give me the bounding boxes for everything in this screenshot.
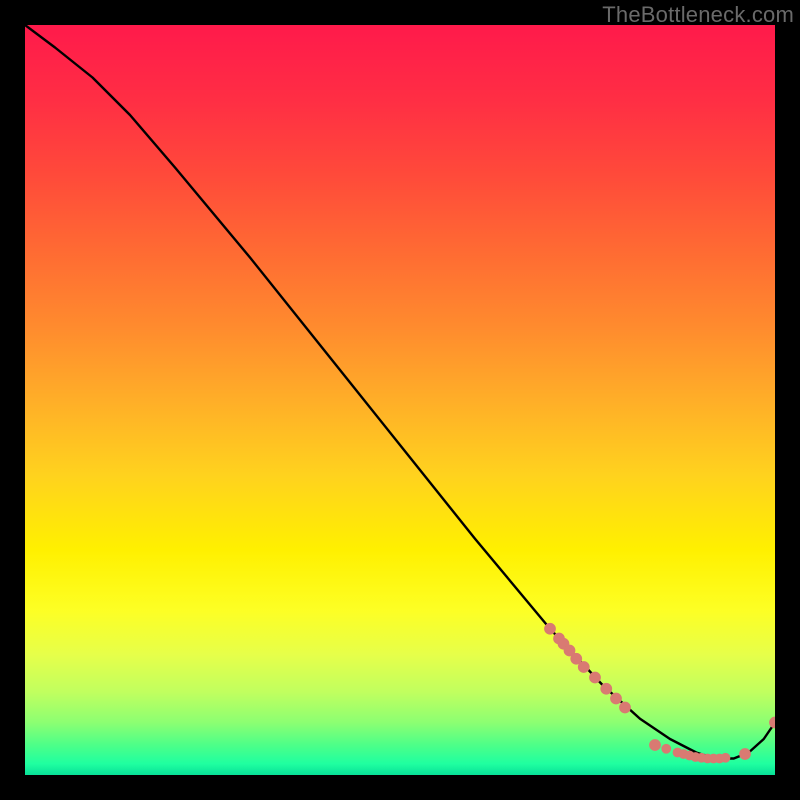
curve-marker: [578, 662, 589, 673]
curve-marker: [770, 717, 776, 728]
marker-layer: [545, 623, 776, 763]
curve-marker: [721, 753, 730, 762]
curve-marker: [590, 672, 601, 683]
chart-svg: [25, 25, 775, 775]
curve-marker: [650, 740, 661, 751]
curve-marker: [611, 693, 622, 704]
chart-root: TheBottleneck.com: [0, 0, 800, 800]
curve-marker: [740, 749, 751, 760]
curve-marker: [601, 683, 612, 694]
bottleneck-curve: [25, 25, 775, 759]
plot-area: [25, 25, 775, 775]
curve-marker: [662, 744, 671, 753]
curve-marker: [620, 702, 631, 713]
curve-marker: [545, 623, 556, 634]
